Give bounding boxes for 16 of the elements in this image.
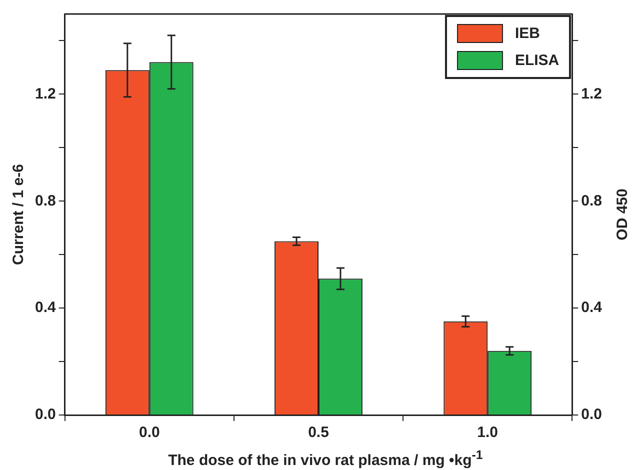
x-axis-title: The dose of the in vivo rat plasma / mg •kg$^{-1}$ xyxy=(167,448,484,469)
legend-label: IEB xyxy=(514,25,540,42)
y-tick-label: 1.2 xyxy=(34,85,56,102)
y2-tick-label: 0.0 xyxy=(581,406,602,424)
y-axis-title: Current / 1 e-6 xyxy=(10,164,28,265)
x-tick-label: 0.0 xyxy=(138,424,160,442)
y2-tick-label: 0.4 xyxy=(581,299,603,316)
y-tick-label: 0.8 xyxy=(34,192,56,210)
y2-tick-label: 1.2 xyxy=(581,85,602,102)
legend-label: ELISA xyxy=(514,52,560,69)
y-tick-label: 0.0 xyxy=(34,406,56,424)
y2-axis-title: OD 450 xyxy=(614,188,632,240)
y2-tick-label: 0.8 xyxy=(581,192,602,210)
x-tick-label: 0.5 xyxy=(308,424,329,442)
y-tick-label: 0.4 xyxy=(34,299,56,316)
x-tick-label: 1.0 xyxy=(477,424,498,442)
